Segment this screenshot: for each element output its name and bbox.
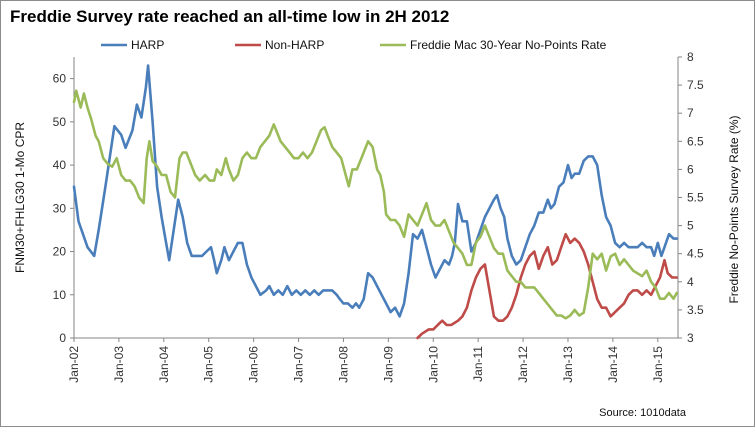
legend-label-freddie-mac-30-year-no-points-rate: Freddie Mac 30-Year No-Points Rate <box>410 38 607 52</box>
legend: HARP Non-HARP Freddie Mac 30-Year No-Point… <box>101 38 607 52</box>
y-left-tick-label: 0 <box>59 331 66 345</box>
axes: 0 10 20 30 40 50 60 3 3.5 4 4.5 5 5.5 6 6.5 7 7.5 8 Jan-02… <box>53 50 704 383</box>
chart-title: Freddie Survey rate reached an all-time … <box>10 7 450 26</box>
y-right-tick-label: 3.5 <box>687 303 704 317</box>
x-tick-label: Jan-11 <box>471 346 485 382</box>
y-right-tick-label: 8 <box>687 50 694 64</box>
y-left-tick-label: 50 <box>53 115 67 129</box>
x-tick-label: Jan-09 <box>381 346 395 383</box>
y-left-tick-label: 20 <box>53 245 67 259</box>
y-right-tick-label: 4.5 <box>687 247 704 261</box>
series-line-harp <box>72 64 678 318</box>
x-tick-label: Jan-02 <box>67 346 81 383</box>
y-axis-left-label: FNM30+FHLG30 1-Mo CPR <box>13 122 27 273</box>
y-right-tick-label: 7.5 <box>687 78 704 92</box>
legend-label-harp: HARP <box>131 38 164 52</box>
x-tick-label: Jan-04 <box>157 346 171 383</box>
x-tick-label: Jan-14 <box>606 346 620 383</box>
y-right-tick-label: 3 <box>687 331 694 345</box>
x-tick-label: Jan-12 <box>516 346 530 383</box>
series-line-non-harp <box>416 232 678 340</box>
x-tick-label: Jan-08 <box>336 346 350 383</box>
y-right-tick-label: 6.5 <box>687 134 704 148</box>
y-right-tick-label: 5 <box>687 219 694 233</box>
y-left-tick-label: 30 <box>53 201 67 215</box>
y-left-tick-label: 40 <box>53 158 67 172</box>
source-note: Source: 1010data <box>599 407 687 419</box>
x-tick-label: Jan-06 <box>247 346 261 383</box>
y-right-tick-label: 7 <box>687 106 694 120</box>
series-lines <box>72 64 678 340</box>
y-right-tick-label: 6 <box>687 162 694 176</box>
x-tick-label: Jan-07 <box>292 346 306 383</box>
legend-label-non-harp: Non-HARP <box>265 38 324 52</box>
axis-labels: FNM30+FHLG30 1-Mo CPR Freddie No-Points S… <box>13 115 741 419</box>
y-left-tick-label: 60 <box>53 72 67 86</box>
y-right-tick-label: 5.5 <box>687 191 704 205</box>
x-tick-label: Jan-03 <box>112 346 126 383</box>
x-tick-label: Jan-10 <box>426 346 440 383</box>
y-right-tick-label: 4 <box>687 275 694 289</box>
x-tick-label: Jan-05 <box>202 346 216 383</box>
series-line-freddie-mac-30-year-no-points-rate <box>72 89 678 320</box>
x-tick-label: Jan-15 <box>651 346 665 383</box>
y-axis-right-label: Freddie No-Points Survey Rate (%) <box>727 115 741 303</box>
x-tick-label: Jan-13 <box>561 346 575 383</box>
y-left-tick-label: 10 <box>53 288 67 302</box>
